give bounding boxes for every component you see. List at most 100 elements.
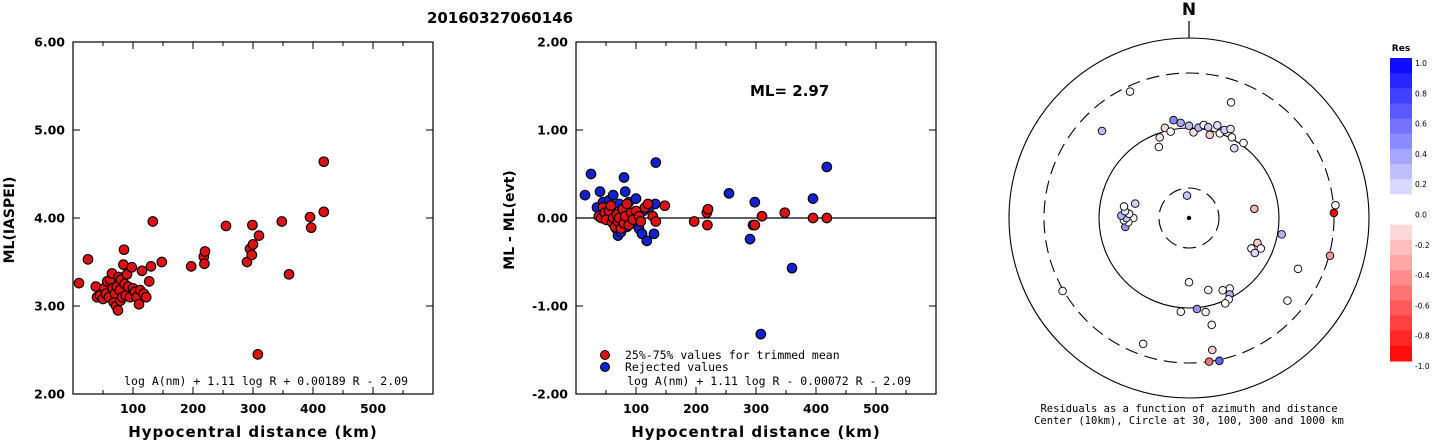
distance-ring-30km <box>1158 187 1220 249</box>
data-point <box>283 268 295 280</box>
colorbar-cell <box>1390 103 1412 120</box>
rejected-point <box>607 189 619 201</box>
plot1-formula: log A(nm) + 1.11 log R + 0.00189 R - 2.0… <box>124 374 408 388</box>
data-point <box>276 216 288 227</box>
station-marker <box>1155 133 1164 142</box>
rejected-point <box>821 161 833 173</box>
figure-title: 20160327060146 <box>427 9 573 27</box>
data-point <box>118 244 130 256</box>
station-marker <box>1160 123 1170 133</box>
station-marker <box>1250 248 1260 258</box>
data-point <box>140 291 152 303</box>
data-point <box>304 211 316 223</box>
rejected-point <box>749 196 761 208</box>
rejected-point <box>641 235 653 247</box>
data-point <box>199 246 211 257</box>
legend-accepted-marker <box>600 350 610 360</box>
rejected-point <box>630 193 642 204</box>
station-marker <box>1201 307 1210 317</box>
data-point <box>143 276 155 287</box>
colorbar-cell <box>1390 330 1412 347</box>
colorbar-cell <box>1390 118 1412 135</box>
data-point <box>73 277 85 289</box>
data-point <box>156 256 168 268</box>
station-marker <box>1176 307 1186 317</box>
data-point <box>136 265 148 277</box>
station-marker <box>1256 244 1266 253</box>
data-point <box>252 349 264 360</box>
y-tick-label: 6.00 <box>34 35 65 50</box>
colorbar-cell <box>1390 209 1412 226</box>
y-tick-label: 2.00 <box>34 387 65 402</box>
colorbar-cell <box>1390 315 1412 332</box>
station-marker <box>1154 142 1164 152</box>
data-point <box>133 298 145 310</box>
x-tick-label: 300 <box>240 401 266 416</box>
plot2-formula: log A(nm) + 1.11 log R - 0.00072 R - 2.0… <box>627 374 911 388</box>
plot1-ylabel: ML(IASPEI) <box>2 177 18 264</box>
colorbar-cell <box>1390 270 1412 286</box>
y-tick-label: 2.00 <box>537 35 568 50</box>
x-tick-label: 400 <box>803 401 829 416</box>
rejected-point <box>650 157 662 168</box>
y-tick-label: 5.00 <box>34 123 65 138</box>
accepted-point <box>807 212 819 224</box>
colorbar-cell <box>1390 300 1412 317</box>
data-point <box>112 305 124 316</box>
colorbar-cell <box>1390 164 1412 180</box>
station-marker <box>1097 126 1107 136</box>
colorbar-cell <box>1390 179 1412 195</box>
y-tick-label: 4.00 <box>34 211 65 226</box>
epicenter-marker <box>1186 215 1192 221</box>
colorbar-cell <box>1390 239 1412 256</box>
station-marker <box>1227 133 1237 142</box>
rejected-point <box>807 193 819 204</box>
accepted-point <box>821 212 833 224</box>
data-point <box>185 261 197 272</box>
rejected-point <box>648 228 660 240</box>
data-point <box>82 254 94 265</box>
rejected-point <box>594 186 606 197</box>
station-marker <box>1176 118 1185 128</box>
station-marker <box>1215 356 1224 366</box>
station-marker <box>1166 127 1175 136</box>
ml-vs-distance-plot: ML(IASPEI) Hypocentral distance (km) log… <box>2 35 434 441</box>
accepted-point <box>702 203 714 215</box>
colorbar-cell <box>1390 58 1412 74</box>
data-point <box>147 216 159 227</box>
accepted-point <box>635 216 647 227</box>
colorbar-cell <box>1390 285 1412 301</box>
station-marker <box>1058 286 1067 296</box>
y-tick-label: -1.00 <box>532 299 568 314</box>
distance-ring-300km <box>1043 72 1335 364</box>
accepted-point <box>688 216 700 227</box>
station-marker <box>1331 200 1340 210</box>
colorbar-cell <box>1390 88 1412 104</box>
accepted-point <box>779 207 791 219</box>
station-marker <box>1250 204 1259 214</box>
station-marker <box>1125 87 1135 96</box>
plot1-xlabel: Hypocentral distance (km) <box>128 423 378 441</box>
station-marker <box>1220 299 1230 308</box>
residual-colorbar: Res 1.0 0.8 0.6 0.4 0.2 0.0 -0.2 -0.4 -0.6 -0.8 -1… <box>1390 44 1430 371</box>
colorbar-tick-label: -0.8 <box>1415 332 1430 341</box>
accepted-point <box>642 198 654 210</box>
colorbar-tick-label: -0.4 <box>1415 271 1430 280</box>
station-marker <box>1169 115 1178 125</box>
x-tick-label: 400 <box>300 401 326 416</box>
polar-caption-line1: Residuals as a function of azimuth and d… <box>1040 403 1337 415</box>
colorbar-cell <box>1390 133 1412 150</box>
colorbar-cell <box>1390 345 1412 362</box>
rejected-point <box>755 328 767 340</box>
station-marker <box>1182 191 1192 200</box>
colorbar-tick-label: 0.4 <box>1415 150 1427 159</box>
colorbar-tick-label: 1.0 <box>1415 59 1427 68</box>
station-marker <box>1230 144 1239 153</box>
rejected-point <box>585 168 597 180</box>
colorbar-tick-label: 0.2 <box>1415 180 1427 189</box>
azimuth-residual-map: N Residuals as a function of azimuth and… <box>1008 0 1370 427</box>
data-point <box>247 239 259 250</box>
station-marker <box>1192 304 1202 314</box>
data-point <box>220 220 232 232</box>
accepted-point <box>621 198 633 210</box>
